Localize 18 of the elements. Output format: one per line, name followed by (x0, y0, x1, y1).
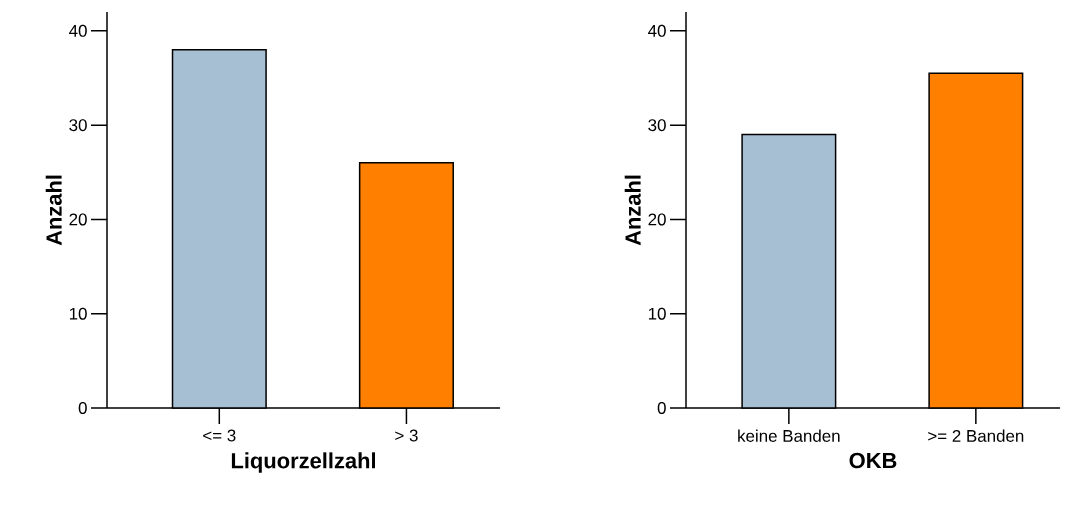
y-tick-label: 10 (648, 307, 666, 320)
x-axis-title: OKB (849, 452, 897, 469)
y-tick-label: 10 (69, 307, 87, 320)
y-axis-title: Anzahl (45, 175, 62, 246)
y-tick-label: 20 (648, 213, 666, 226)
x-tick-label: >= 2 Banden (928, 429, 1024, 442)
y-axis-title: Anzahl (624, 175, 641, 246)
y-tick-label: 30 (648, 119, 666, 132)
y-tick-label: 0 (657, 401, 666, 414)
y-tick-label: 40 (69, 24, 87, 37)
y-tick-label: 20 (69, 213, 87, 226)
x-tick-label: > 3 (395, 429, 418, 442)
x-tick-label: <= 3 (203, 429, 236, 442)
x-tick-label: keine Banden (738, 429, 840, 442)
y-tick-label: 30 (69, 119, 87, 132)
y-tick-label: 40 (648, 24, 666, 37)
y-tick-label: 0 (78, 401, 87, 414)
x-axis-title: Liquorzellzahl (231, 452, 376, 473)
